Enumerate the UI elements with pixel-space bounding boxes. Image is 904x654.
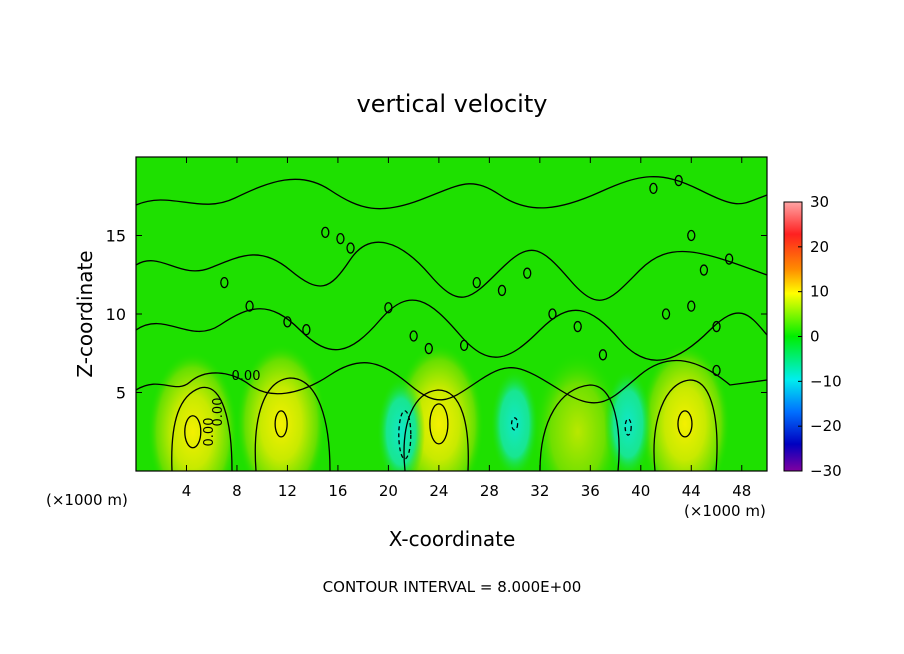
x-unit-right: (×1000 m) [684,502,766,520]
x-tick-label: 20 [379,482,398,500]
colorbar-tick-label: −30 [810,462,842,480]
updraft-shading [236,343,327,471]
x-tick-label: 24 [429,482,448,500]
small-contour [302,324,311,336]
x-tick-label: 32 [530,482,549,500]
small-contour [699,264,709,276]
small-contour [336,232,345,245]
colorbar-tick-label: 10 [810,283,829,301]
x-tick-label: 40 [631,482,650,500]
small-contour [346,242,355,254]
small-contour [459,339,469,352]
colorbar-tick-label: 0 [810,328,820,346]
downdraft-shading [490,368,539,471]
contour-line [254,377,331,471]
updraft-shading [532,351,623,471]
small-contour [548,308,557,320]
small-contour [321,226,330,239]
x-tick-label: 16 [328,482,347,500]
x-tick-label: 44 [682,482,701,500]
downdraft-shading [377,376,426,471]
contour-label: 0.00 [202,418,217,447]
x-tick-label: 4 [182,482,192,500]
small-contour [649,182,658,195]
colorbar-tick-label: 20 [810,238,829,256]
small-contour [724,253,734,265]
core-contour [274,410,288,438]
y-tick-label: 5 [116,384,126,403]
core-contour [677,410,693,438]
x-unit-left: (×1000 m) [46,491,128,509]
contour-label: 0.00 [211,398,226,427]
contour-line [653,379,718,471]
small-contour [573,320,582,333]
contour-line [539,384,620,471]
colorbar-tick-label: 30 [810,193,829,211]
small-contour [687,229,696,242]
colorbar-tick-label: −20 [810,417,842,435]
negative-contour [398,410,412,460]
y-tick-label: 15 [106,227,126,246]
small-contour [674,174,683,187]
small-contour [384,302,393,314]
negative-contour [510,417,519,431]
x-tick-label: 12 [278,482,297,500]
y-tick-label: 10 [106,305,126,324]
small-contour [424,342,433,355]
core-contour [184,415,202,449]
x-tick-label: 28 [480,482,499,500]
small-contour [712,320,721,333]
small-contour [598,349,608,361]
small-contour [245,300,254,312]
contour-line [403,389,469,471]
x-tick-label: 8 [232,482,242,500]
small-contour [283,316,292,328]
contour-line [171,386,233,471]
x-tick-label: 48 [732,482,751,500]
contour-line [136,359,767,404]
colorbar-tick-label: −10 [810,372,842,390]
plot-area [136,157,767,471]
contour-interval-note: CONTOUR INTERVAL = 8.000E+00 [323,578,582,596]
small-contour [712,364,721,377]
small-contour [220,276,229,289]
y-axis-label: Z-coordinate [73,250,97,377]
x-tick-label: 36 [581,482,600,500]
small-contour [687,300,696,312]
updraft-shading [639,343,730,471]
small-contour [661,308,671,320]
x-axis-label: X-coordinate [389,527,516,551]
contour-line [136,241,767,301]
small-contour [409,330,418,342]
chart-title: vertical velocity [357,90,548,118]
negative-contour [624,418,632,436]
small-contour [497,284,507,297]
small-contour [523,267,532,279]
small-contour [472,276,481,289]
updraft-shading [147,351,238,471]
contour-line [136,299,767,361]
contour-label: 0.00 [232,369,261,384]
core-contour [429,403,449,445]
